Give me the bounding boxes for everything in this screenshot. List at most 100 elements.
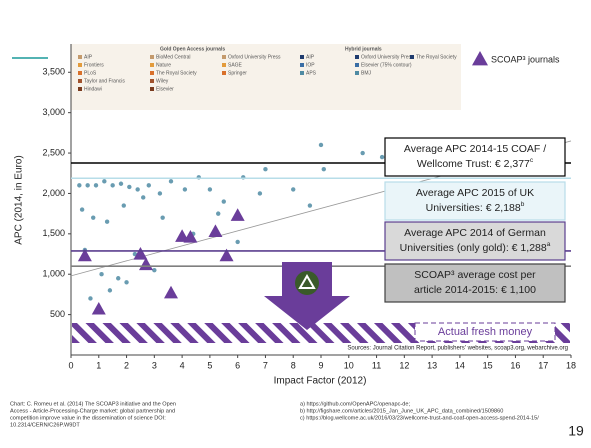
data-point — [99, 272, 103, 276]
legend-swatch — [150, 55, 154, 59]
x-tick-label: 14 — [455, 360, 465, 370]
legend-swatch — [355, 63, 359, 67]
data-point — [319, 143, 323, 147]
y-tick-label: 1,500 — [42, 228, 65, 238]
data-point — [216, 211, 220, 215]
legend-swatch — [78, 63, 82, 67]
legend-marker — [472, 51, 488, 65]
y-axis-label: APC (2014, in Euro) — [14, 155, 25, 245]
legend-item: BioMed Central — [156, 54, 190, 60]
data-point — [85, 183, 89, 187]
annotation-text: article 2014-2015: € 1,100 — [414, 284, 536, 296]
x-tick-label: 8 — [291, 360, 296, 370]
legend-item: SAGE — [228, 62, 243, 68]
citation-line: competition improve value in the dissemi… — [10, 415, 166, 421]
annotation-text: Average APC 2014 of German — [404, 227, 546, 239]
legend-swatch — [150, 71, 154, 75]
slide: 01234567891011121314151617185001,0001,50… — [0, 0, 591, 448]
annotation-line: Average APC 2014-15 COAF / — [404, 143, 546, 155]
legend-swatch — [150, 79, 154, 83]
legend-swatch — [300, 55, 304, 59]
data-point — [183, 187, 187, 191]
data-point — [141, 195, 145, 199]
data-point — [88, 296, 92, 300]
legend-swatch — [355, 55, 359, 59]
legend-swatch — [78, 71, 82, 75]
data-point — [164, 286, 178, 299]
x-tick-label: 2 — [124, 360, 129, 370]
annotation-sup: a — [547, 241, 551, 248]
annotation-text: SCOAP³ average cost per — [414, 269, 536, 281]
x-tick-label: 4 — [180, 360, 185, 370]
data-point — [380, 155, 384, 159]
data-point — [122, 203, 126, 207]
data-point — [80, 207, 84, 211]
legend-label: SCOAP³ journals — [491, 54, 560, 64]
legend-swatch — [410, 55, 414, 59]
reference-line: b) http://figshare.com/articles/2015_Jan… — [300, 408, 503, 414]
x-axis-label: Impact Factor (2012) — [274, 376, 367, 387]
data-point — [208, 224, 222, 237]
data-point — [258, 191, 262, 195]
legend-item: PLoS — [84, 70, 97, 76]
legend-title: Hybrid journals — [345, 46, 382, 52]
data-point — [105, 220, 109, 224]
x-tick-label: 6 — [235, 360, 240, 370]
data-point — [92, 302, 106, 315]
fresh-money-label: Actual fresh money — [438, 326, 533, 338]
data-point — [291, 187, 295, 191]
data-point — [169, 179, 173, 183]
y-tick-label: 3,000 — [42, 107, 65, 117]
legend-swatch — [222, 55, 226, 59]
y-tick-label: 500 — [50, 309, 65, 319]
legend-item: Nature — [156, 62, 171, 68]
legend-swatch — [150, 87, 154, 91]
annotation-line: Average APC 2015 of UK — [416, 187, 534, 199]
data-point — [235, 240, 239, 244]
legend-swatch — [78, 79, 82, 83]
x-tick-label: 11 — [372, 360, 381, 370]
data-point — [231, 208, 245, 221]
x-tick-label: 13 — [427, 360, 437, 370]
legend-swatch — [300, 63, 304, 67]
data-point — [152, 268, 156, 272]
annotation-text: Universities: € 2,188b — [426, 201, 525, 214]
data-point — [119, 182, 123, 186]
legend-item: AIP — [84, 54, 93, 60]
data-point — [322, 167, 326, 171]
data-point — [160, 215, 164, 219]
legend-item: BMJ — [361, 70, 372, 76]
legend-swatch — [355, 71, 359, 75]
legend-item: Elsevier — [156, 86, 174, 92]
reference-line: c) https://blog.wellcome.ac.uk/2016/03/2… — [300, 415, 539, 421]
annotation-text: Universities (only gold): € 1,288a — [400, 241, 551, 254]
y-tick-label: 3,500 — [42, 67, 65, 77]
x-tick-label: 16 — [510, 360, 520, 370]
annotation-line: Universities (only gold): € 1,288 — [400, 242, 547, 254]
data-point — [135, 187, 139, 191]
data-point — [91, 215, 95, 219]
data-point — [127, 185, 131, 189]
legend-item: The Royal Society — [416, 54, 457, 60]
sources: Sources: Journal Citation Report, publis… — [347, 346, 568, 352]
legend-item: Elsevier (75% contour) — [361, 62, 412, 68]
legend-item: Hindawi — [84, 86, 102, 92]
legend-item: Wiley — [156, 78, 169, 84]
x-tick-label: 17 — [538, 360, 548, 370]
data-point — [124, 280, 128, 284]
annotation-sup: b — [521, 201, 525, 208]
citation-line: Chart: C. Romeu et al. (2014) The SCOAP3… — [10, 401, 176, 407]
legend-item: AIP — [306, 54, 315, 60]
x-tick-label: 18 — [566, 360, 576, 370]
legend-swatch — [150, 63, 154, 67]
x-tick-label: 10 — [344, 360, 354, 370]
legend-item: IOP — [306, 62, 315, 68]
data-point — [222, 199, 226, 203]
annotation-text: Average APC 2014-15 COAF / — [404, 143, 546, 155]
data-point — [360, 151, 364, 155]
legend-item: Frontiers — [84, 62, 104, 68]
legend-swatch — [78, 55, 82, 59]
data-point — [147, 183, 151, 187]
reference-line: a) https://github.com/OpenAPC/openapc-de… — [300, 401, 411, 407]
data-point — [116, 276, 120, 280]
